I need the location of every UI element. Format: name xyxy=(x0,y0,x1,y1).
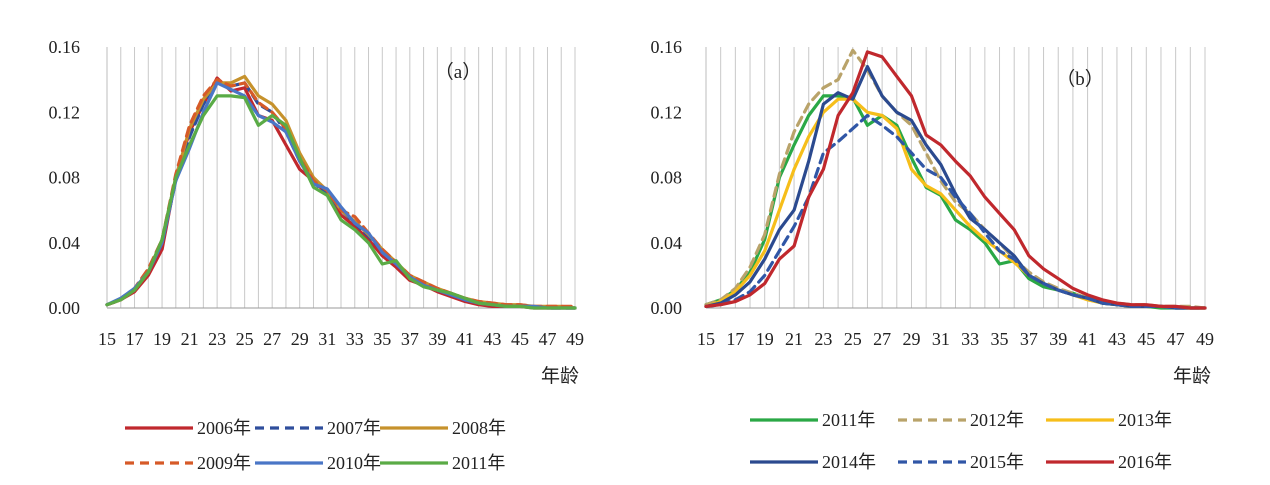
gridlines-a xyxy=(120,47,576,308)
legend-label-b: 2014年 xyxy=(822,452,876,472)
x-tick-label-b: 19 xyxy=(756,329,774,349)
legend-item-a: 2010年 xyxy=(255,453,381,473)
x-tick-label-a: 41 xyxy=(456,329,474,349)
x-tick-label-a: 23 xyxy=(208,329,226,349)
series-line-b-2015年 xyxy=(704,113,1207,310)
y-tick-label-b: 0.08 xyxy=(651,168,683,188)
legend-label-a: 2009年 xyxy=(197,453,251,473)
panel-annotation-b: （b） xyxy=(1056,68,1104,90)
x-tick-label-a: 45 xyxy=(511,329,529,349)
x-tick-label-b: 35 xyxy=(991,329,1009,349)
x-tick-label-a: 21 xyxy=(181,329,199,349)
legend-label-b: 2011年 xyxy=(822,410,875,430)
y-tick-label-b: 0.16 xyxy=(651,37,683,57)
panel-annotation-a: （a） xyxy=(435,61,481,83)
legend-item-b: 2014年 xyxy=(750,452,876,472)
series-line-a-2009年 xyxy=(105,77,577,308)
x-tick-label-a: 35 xyxy=(373,329,391,349)
x-tick-label-b: 27 xyxy=(873,329,891,349)
x-tick-label-b: 49 xyxy=(1196,329,1214,349)
legend-item-a: 2009年 xyxy=(125,453,251,473)
series-line-b-2016年 xyxy=(704,50,1207,310)
x-tick-label-a: 49 xyxy=(566,329,584,349)
legend-label-b: 2013年 xyxy=(1118,410,1172,430)
legend-item-a: 2006年 xyxy=(125,418,251,438)
x-tick-label-a: 47 xyxy=(538,329,556,349)
legend-label-b: 2012年 xyxy=(970,410,1024,430)
legend-item-b: 2015年 xyxy=(898,452,1024,472)
y-tick-label-b: 0.04 xyxy=(651,233,683,253)
legend-item-b: 2011年 xyxy=(750,410,875,430)
x-tick-label-a: 31 xyxy=(318,329,336,349)
legend-item-b: 2016年 xyxy=(1046,452,1172,472)
x-tick-label-b: 17 xyxy=(726,329,744,349)
y-tick-label-a: 0.00 xyxy=(49,298,81,318)
x-tick-label-a: 33 xyxy=(346,329,364,349)
x-tick-label-b: 21 xyxy=(785,329,803,349)
x-tick-label-b: 47 xyxy=(1167,329,1185,349)
y-tick-label-b: 0.00 xyxy=(651,298,683,318)
x-tick-label-a: 15 xyxy=(98,329,116,349)
legend-label-a: 2008年 xyxy=(452,418,506,438)
x-tick-label-a: 25 xyxy=(236,329,254,349)
legend-label-a: 2007年 xyxy=(327,418,381,438)
legend-label-b: 2015年 xyxy=(970,452,1024,472)
legend-b: 2011年 2012年 2013年 2014年 2015年 2016年 xyxy=(750,410,1172,472)
x-tick-label-b: 31 xyxy=(932,329,950,349)
legend-item-a: 2008年 xyxy=(380,418,506,438)
x-tick-label-b: 39 xyxy=(1049,329,1067,349)
y-tick-label-a: 0.08 xyxy=(49,168,81,188)
x-tick-label-a: 19 xyxy=(153,329,171,349)
legend-item-a: 2007年 xyxy=(255,418,381,438)
x-tick-label-a: 17 xyxy=(126,329,144,349)
x-tick-label-a: 37 xyxy=(401,329,419,349)
x-tick-label-b: 43 xyxy=(1108,329,1126,349)
chart-panel-a: 0.00 0.04 0.08 0.12 0.16 15 17 19 21 23 25 27 29 31 33… xyxy=(49,37,585,473)
x-tick-label-a: 27 xyxy=(263,329,281,349)
legend-label-a: 2011年 xyxy=(452,453,505,473)
legend-label-a: 2010年 xyxy=(327,453,381,473)
x-tick-label-a: 43 xyxy=(483,329,501,349)
y-tick-label-a: 0.04 xyxy=(49,233,81,253)
x-tick-label-a: 29 xyxy=(291,329,309,349)
legend-item-b: 2013年 xyxy=(1046,410,1172,430)
gridlines-b xyxy=(720,47,1206,308)
legend-item-a: 2011年 xyxy=(380,453,505,473)
chart-panel-b: 0.00 0.04 0.08 0.12 0.16 15 17 19 21 23 25 27 29 31 33… xyxy=(651,37,1215,472)
legend-label-a: 2006年 xyxy=(197,418,251,438)
x-axis-label-b: 年龄 xyxy=(1173,365,1211,387)
x-tick-label-b: 29 xyxy=(902,329,920,349)
series-line-a-2011年 xyxy=(105,94,577,310)
x-tick-label-b: 41 xyxy=(1079,329,1097,349)
y-tick-label-a: 0.16 xyxy=(49,37,81,57)
y-tick-label-a: 0.12 xyxy=(49,102,81,122)
x-tick-label-a: 39 xyxy=(428,329,446,349)
legend-a: 2006年 2007年 2008年 2009年 2010年 2011年 xyxy=(125,418,506,473)
x-axis-label-a: 年龄 xyxy=(541,365,579,387)
legend-item-b: 2012年 xyxy=(898,410,1024,430)
x-tick-label-b: 33 xyxy=(961,329,979,349)
x-tick-label-b: 25 xyxy=(844,329,862,349)
x-tick-label-b: 15 xyxy=(697,329,715,349)
x-tick-label-b: 45 xyxy=(1137,329,1155,349)
x-tick-label-b: 23 xyxy=(814,329,832,349)
legend-label-b: 2016年 xyxy=(1118,452,1172,472)
x-tick-label-b: 37 xyxy=(1020,329,1038,349)
y-tick-label-b: 0.12 xyxy=(651,102,683,122)
